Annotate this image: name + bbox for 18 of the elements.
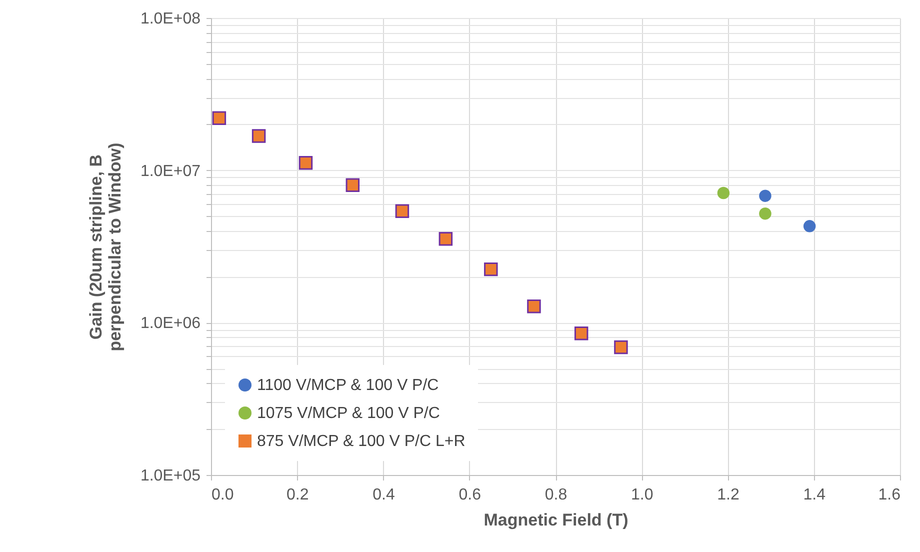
x-tick-label: 0.0 <box>212 486 234 504</box>
x-tick-label: 1.0 <box>631 486 654 504</box>
x-tick-label: 1.4 <box>803 486 826 504</box>
x-tick-label: 0.8 <box>544 486 568 504</box>
y-tick-label: 1.0E+06 <box>140 315 201 332</box>
y-tick-label: 1.0E+08 <box>140 10 201 28</box>
x-tick-label: 0.6 <box>458 486 482 504</box>
x-tick-label: 1.6 <box>878 486 901 504</box>
legend-label: 875 V/MCP & 100 V P/C L+R <box>257 433 466 450</box>
y-tick-label: 1.0E+05 <box>140 468 201 484</box>
x-tick-label: 1.2 <box>717 486 740 504</box>
legend-label: 1100 V/MCP & 100 V P/C <box>257 377 439 394</box>
legend-label: 1075 V/MCP & 100 V P/C <box>257 405 440 422</box>
x-tick-label: 0.4 <box>372 486 395 504</box>
y-tick-label: 1.0E+07 <box>140 162 201 180</box>
x-tick-label: 0.2 <box>286 486 309 504</box>
y-axis-title: Gain (20um stripline, B perpendicular to Window) <box>86 142 124 352</box>
x-axis-title: Magnetic Field (T) <box>484 510 628 530</box>
